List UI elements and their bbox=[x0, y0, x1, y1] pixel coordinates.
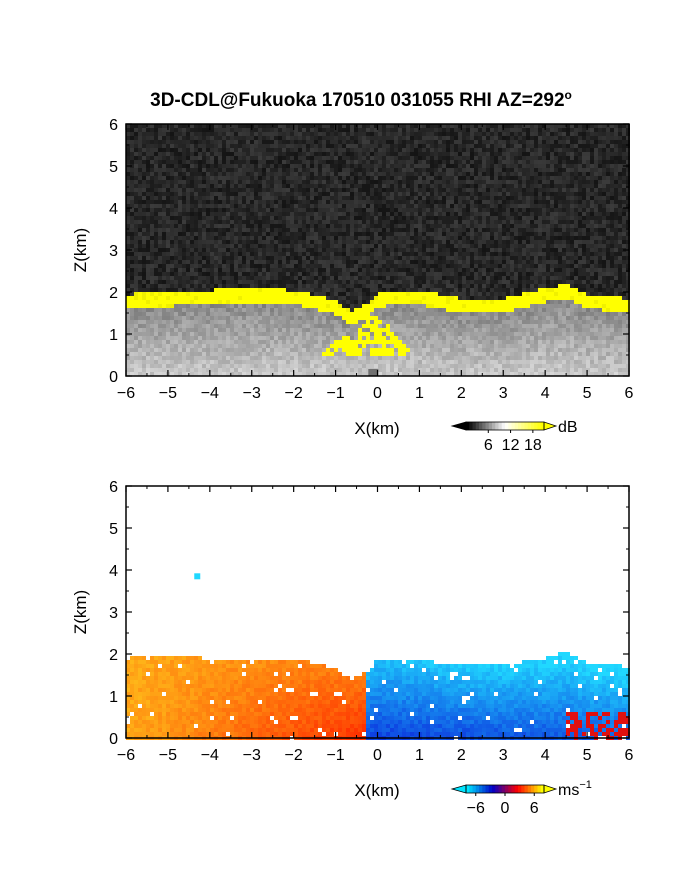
y-tick-label: 3 bbox=[109, 605, 118, 622]
colorbar-unit-label: dB bbox=[558, 419, 578, 436]
chart-title: 3D-CDL@Fukuoka 170510 031055 RHI AZ=292o bbox=[150, 88, 572, 111]
x-tick-label: 2 bbox=[457, 747, 466, 764]
x-axis-label: X(km) bbox=[354, 419, 399, 438]
colorbar-min-arrow bbox=[450, 784, 467, 794]
colorbar-max-arrow bbox=[543, 784, 558, 794]
chart-title-text: 3D-CDL@Fukuoka 170510 031055 RHI AZ=292 bbox=[150, 90, 564, 111]
x-axis-label: X(km) bbox=[354, 781, 399, 800]
y-tick-label: 1 bbox=[109, 327, 118, 344]
x-tick-label: 4 bbox=[541, 747, 550, 764]
x-tick-label: 0 bbox=[373, 747, 382, 764]
x-tick-label: −6 bbox=[117, 385, 135, 402]
y-tick-label: 0 bbox=[109, 369, 118, 386]
y-tick-label: 5 bbox=[109, 159, 118, 176]
x-tick-label: 4 bbox=[541, 385, 550, 402]
axes: −6 −5 −4 −3 −2 −1 0 1 2 3 4 5 6 0 1 2 3 4 5 6 bbox=[109, 479, 633, 764]
colorbar: −6 0 6 ms−1 bbox=[450, 779, 592, 817]
y-tick-label: 4 bbox=[109, 201, 118, 218]
radar-site bbox=[368, 369, 379, 376]
x-tick-label: 1 bbox=[415, 385, 424, 402]
x-tick-label: −2 bbox=[285, 385, 303, 402]
x-tick-label: −6 bbox=[117, 747, 135, 764]
colorbar-tick-label: 6 bbox=[484, 437, 493, 454]
y-tick-label: 2 bbox=[109, 647, 118, 664]
x-tick-label: −3 bbox=[243, 747, 261, 764]
x-tick-label: −4 bbox=[201, 385, 219, 402]
x-tick-label: 6 bbox=[625, 747, 634, 764]
x-tick-label: 5 bbox=[583, 385, 592, 402]
colorbar-min-arrow bbox=[450, 421, 467, 431]
velocity-field bbox=[126, 573, 630, 740]
x-tick-label: 3 bbox=[499, 747, 508, 764]
x-tick-label: 2 bbox=[457, 385, 466, 402]
x-tick-label: 1 bbox=[415, 747, 424, 764]
axes: −6 −5 −4 −3 −2 −1 0 1 2 3 4 5 6 0 1 2 3 4 5 6 bbox=[109, 117, 633, 402]
x-tick-label: 0 bbox=[373, 385, 382, 402]
y-axis-label: Z(km) bbox=[71, 590, 90, 634]
x-tick-label: −5 bbox=[159, 385, 177, 402]
y-tick-label: 0 bbox=[109, 731, 118, 748]
y-tick-label: 6 bbox=[109, 117, 118, 134]
x-tick-label: 3 bbox=[499, 385, 508, 402]
y-tick-label: 1 bbox=[109, 689, 118, 706]
x-tick-label: 5 bbox=[583, 747, 592, 764]
x-tick-label: −4 bbox=[201, 747, 219, 764]
backscatter-field bbox=[126, 124, 630, 376]
colorbar-tick-label: 0 bbox=[501, 800, 510, 817]
y-tick-label: 2 bbox=[109, 285, 118, 302]
colorbar: 6 12 18 dB bbox=[450, 419, 578, 454]
colorbar-tick-label: 12 bbox=[502, 437, 520, 454]
y-tick-label: 4 bbox=[109, 563, 118, 580]
colorbar-tick-label: −6 bbox=[467, 800, 485, 817]
y-tick-label: 5 bbox=[109, 521, 118, 538]
x-tick-label: −2 bbox=[285, 747, 303, 764]
x-tick-label: 6 bbox=[625, 385, 634, 402]
colorbar-tick-label: 6 bbox=[530, 800, 539, 817]
x-tick-label: −5 bbox=[159, 747, 177, 764]
colorbar-unit-label: ms−1 bbox=[558, 779, 592, 799]
isolated-echo bbox=[194, 573, 201, 580]
y-tick-label: 6 bbox=[109, 479, 118, 496]
x-tick-label: −1 bbox=[326, 385, 344, 402]
colorbar-max-arrow bbox=[543, 421, 558, 431]
chart-title-superscript: o bbox=[565, 88, 572, 102]
x-tick-label: −3 bbox=[243, 385, 261, 402]
colorbar-tick-label: 18 bbox=[524, 437, 542, 454]
y-axis-label: Z(km) bbox=[71, 228, 90, 272]
x-tick-label: −1 bbox=[326, 747, 344, 764]
y-tick-label: 3 bbox=[109, 243, 118, 260]
